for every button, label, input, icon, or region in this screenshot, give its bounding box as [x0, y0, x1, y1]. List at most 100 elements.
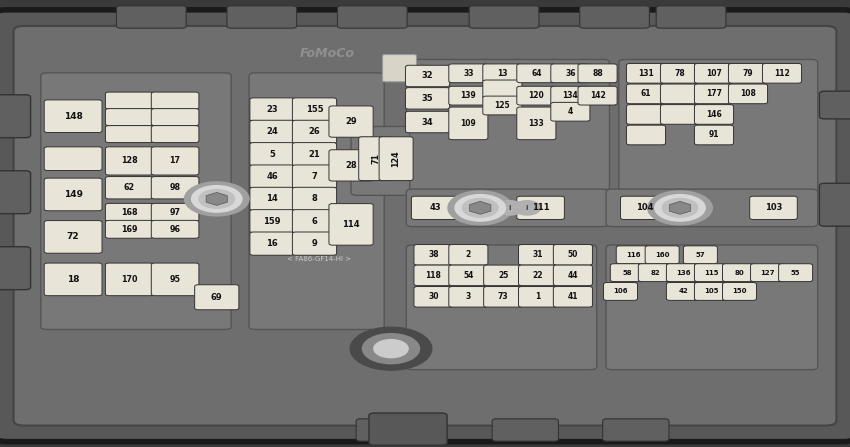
FancyBboxPatch shape [578, 86, 617, 105]
Circle shape [191, 186, 242, 212]
Text: 96: 96 [170, 225, 180, 234]
Text: 97: 97 [170, 208, 180, 217]
Text: 125: 125 [495, 101, 510, 110]
FancyBboxPatch shape [329, 204, 373, 245]
FancyBboxPatch shape [517, 64, 556, 83]
FancyBboxPatch shape [517, 86, 556, 105]
Text: 71: 71 [371, 153, 380, 164]
FancyBboxPatch shape [449, 245, 488, 265]
FancyBboxPatch shape [728, 63, 768, 83]
Text: 148: 148 [64, 112, 82, 121]
Text: 136: 136 [676, 270, 691, 276]
FancyBboxPatch shape [406, 245, 597, 370]
FancyBboxPatch shape [105, 109, 153, 126]
FancyBboxPatch shape [151, 220, 199, 238]
Text: 30: 30 [428, 292, 439, 301]
FancyBboxPatch shape [250, 143, 294, 166]
FancyBboxPatch shape [449, 107, 488, 139]
FancyBboxPatch shape [518, 245, 558, 265]
FancyBboxPatch shape [250, 210, 294, 233]
FancyBboxPatch shape [0, 171, 31, 214]
Text: 41: 41 [568, 292, 578, 301]
Text: 55: 55 [790, 270, 801, 276]
Circle shape [362, 333, 420, 364]
FancyBboxPatch shape [351, 127, 410, 195]
FancyBboxPatch shape [250, 187, 294, 211]
FancyBboxPatch shape [449, 86, 488, 105]
Text: 44: 44 [568, 271, 578, 280]
Circle shape [374, 340, 408, 358]
Text: 4: 4 [568, 107, 573, 116]
FancyBboxPatch shape [405, 111, 450, 133]
Text: 127: 127 [760, 270, 775, 276]
FancyBboxPatch shape [483, 96, 522, 115]
Text: 80: 80 [734, 270, 745, 276]
FancyBboxPatch shape [449, 287, 488, 307]
Text: 169: 169 [121, 225, 138, 234]
FancyBboxPatch shape [292, 187, 337, 211]
FancyBboxPatch shape [619, 59, 818, 204]
Text: 35: 35 [422, 94, 434, 103]
Text: 5: 5 [269, 150, 275, 159]
Text: 6: 6 [312, 217, 317, 226]
Text: 131: 131 [638, 69, 654, 78]
FancyBboxPatch shape [660, 84, 700, 104]
Text: 25: 25 [498, 271, 508, 280]
Text: 61: 61 [641, 89, 651, 98]
FancyBboxPatch shape [405, 65, 450, 87]
FancyBboxPatch shape [626, 125, 666, 145]
FancyBboxPatch shape [14, 26, 836, 426]
FancyBboxPatch shape [645, 246, 679, 264]
Text: 115: 115 [704, 270, 719, 276]
FancyBboxPatch shape [292, 143, 337, 166]
Text: 133: 133 [529, 119, 544, 128]
FancyBboxPatch shape [44, 178, 102, 211]
Text: 82: 82 [650, 270, 660, 276]
Text: 26: 26 [309, 127, 320, 136]
FancyBboxPatch shape [728, 84, 768, 104]
Text: 109: 109 [461, 119, 476, 128]
Text: 38: 38 [428, 250, 439, 259]
FancyBboxPatch shape [449, 265, 488, 286]
FancyBboxPatch shape [620, 196, 668, 219]
FancyBboxPatch shape [329, 106, 373, 137]
Text: 3: 3 [466, 292, 471, 301]
Text: < FA86-GF14-HI >: < FA86-GF14-HI > [286, 256, 351, 262]
FancyBboxPatch shape [606, 189, 818, 227]
Text: 124: 124 [392, 150, 400, 167]
FancyBboxPatch shape [379, 137, 413, 181]
FancyBboxPatch shape [626, 84, 666, 104]
FancyBboxPatch shape [249, 73, 384, 329]
FancyBboxPatch shape [151, 203, 199, 221]
FancyBboxPatch shape [610, 264, 644, 282]
Text: 13: 13 [497, 69, 507, 78]
Text: i: i [526, 205, 528, 211]
FancyBboxPatch shape [359, 137, 393, 181]
Text: 18: 18 [67, 275, 79, 284]
Text: 134: 134 [563, 91, 578, 100]
Text: 24: 24 [266, 127, 278, 136]
Text: 107: 107 [706, 69, 722, 78]
FancyBboxPatch shape [666, 283, 700, 300]
Circle shape [462, 198, 498, 217]
Text: 150: 150 [732, 288, 747, 295]
FancyBboxPatch shape [484, 265, 523, 286]
FancyBboxPatch shape [250, 232, 294, 255]
FancyBboxPatch shape [626, 105, 666, 124]
FancyBboxPatch shape [553, 287, 592, 307]
Text: FoMoCo: FoMoCo [300, 47, 354, 60]
Text: 58: 58 [622, 270, 632, 276]
FancyBboxPatch shape [414, 287, 453, 307]
FancyBboxPatch shape [694, 264, 728, 282]
FancyBboxPatch shape [151, 177, 199, 199]
FancyBboxPatch shape [151, 147, 199, 175]
Text: 69: 69 [211, 293, 223, 302]
FancyBboxPatch shape [660, 105, 700, 124]
Text: 8: 8 [312, 194, 317, 203]
Text: 79: 79 [743, 69, 753, 78]
FancyBboxPatch shape [0, 247, 31, 290]
FancyBboxPatch shape [616, 246, 650, 264]
Text: 22: 22 [533, 271, 543, 280]
FancyBboxPatch shape [151, 263, 199, 296]
FancyBboxPatch shape [694, 125, 734, 145]
